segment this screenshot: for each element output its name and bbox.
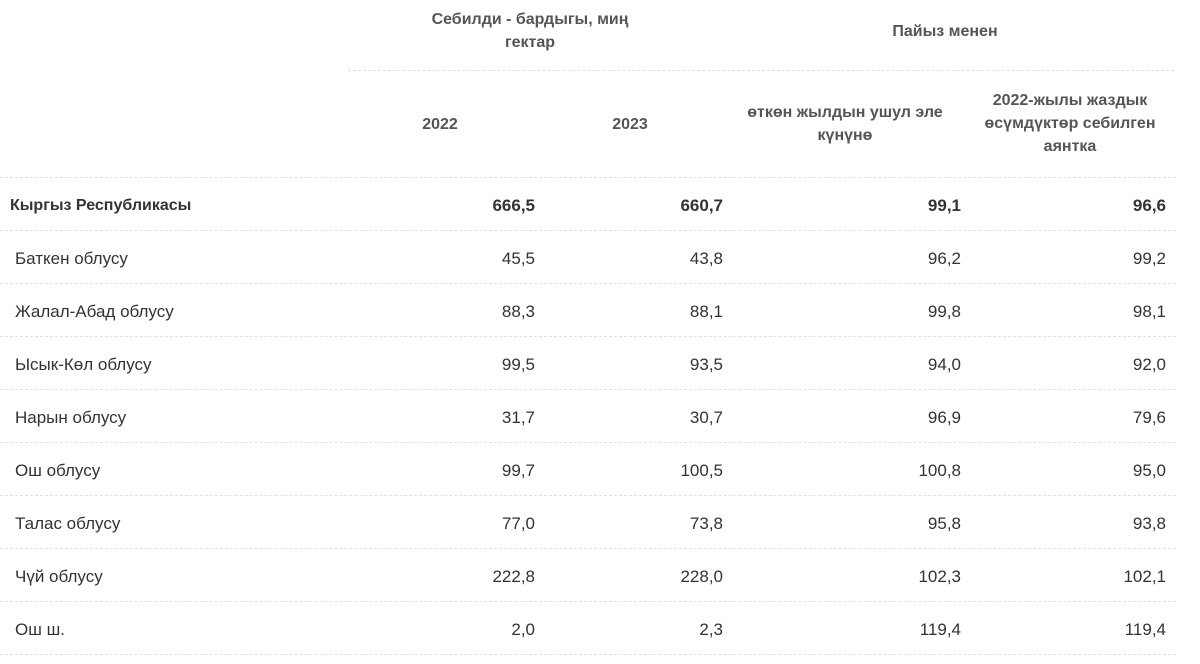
cell-v2023: 228,0 xyxy=(680,567,723,586)
cell-spring: 93,8 xyxy=(1132,514,1166,533)
header-col-2023: 2023 xyxy=(612,116,648,133)
row-divider xyxy=(0,654,1176,655)
cell-v2022: 2,0 xyxy=(511,620,535,639)
cell-v2022: 77,0 xyxy=(501,514,535,533)
cell-v2022: 666,5 xyxy=(492,196,535,215)
header-col-2022: 2022 xyxy=(422,116,458,133)
cell-v2023: 2,3 xyxy=(699,620,723,639)
cell-prev: 94,0 xyxy=(927,355,961,374)
header-group-divider xyxy=(348,70,1174,71)
cell-spring: 102,1 xyxy=(1123,567,1166,586)
row-divider xyxy=(0,336,1176,337)
cell-prev: 102,3 xyxy=(918,567,961,586)
region-label: Кыргыз Республикасы xyxy=(10,197,192,214)
cell-v2022: 99,5 xyxy=(501,355,535,374)
cell-spring: 95,0 xyxy=(1132,461,1166,480)
region-label: Ош ш. xyxy=(15,620,65,639)
cell-prev: 95,8 xyxy=(927,514,961,533)
cell-prev: 99,1 xyxy=(927,196,961,215)
header-divider xyxy=(0,177,1176,178)
cell-spring: 96,6 xyxy=(1132,196,1166,215)
cell-spring: 98,1 xyxy=(1132,302,1166,321)
cell-v2022: 31,7 xyxy=(501,408,535,427)
cell-v2023: 100,5 xyxy=(680,461,723,480)
cell-v2023: 30,7 xyxy=(689,408,723,427)
row-divider xyxy=(0,442,1176,443)
header-col-spring-area: 2022-жылы жаздык өсүмдүктөр себилген аян… xyxy=(984,92,1156,155)
cell-prev: 96,9 xyxy=(927,408,961,427)
cell-spring: 119,4 xyxy=(1124,620,1166,639)
cell-prev: 100,8 xyxy=(918,461,961,480)
region-label: Ысык-Көл облусу xyxy=(15,355,152,374)
cell-spring: 92,0 xyxy=(1132,355,1166,374)
row-divider xyxy=(0,230,1176,231)
row-divider xyxy=(0,601,1176,602)
cell-v2022: 45,5 xyxy=(501,249,535,268)
cell-spring: 79,6 xyxy=(1132,408,1166,427)
cell-v2023: 88,1 xyxy=(689,302,723,321)
region-label: Жалал-Абад облусу xyxy=(15,302,174,321)
header-col-prev-year: өткөн жылдын ушул эле күнүнө xyxy=(747,104,943,144)
row-divider xyxy=(0,548,1176,549)
cell-prev: 99,8 xyxy=(927,302,961,321)
header-area-group: Себилди - бардыгы, миң гектар xyxy=(431,11,629,51)
region-label: Баткен облусу xyxy=(15,249,128,268)
cell-v2023: 93,5 xyxy=(689,355,723,374)
region-label: Чүй облусу xyxy=(15,567,103,586)
region-label: Нарын облусу xyxy=(15,408,127,427)
row-divider xyxy=(0,495,1176,496)
cell-v2022: 99,7 xyxy=(501,461,535,480)
row-divider xyxy=(0,283,1176,284)
cell-spring: 99,2 xyxy=(1132,249,1166,268)
cell-v2022: 222,8 xyxy=(492,567,535,586)
cell-v2023: 43,8 xyxy=(689,249,723,268)
cell-v2023: 73,8 xyxy=(689,514,723,533)
header-percent-group: Пайыз менен xyxy=(892,23,998,40)
cell-prev: 119,4 xyxy=(919,620,961,639)
cell-prev: 96,2 xyxy=(927,249,961,268)
cell-v2022: 88,3 xyxy=(501,302,535,321)
cell-v2023: 660,7 xyxy=(680,196,723,215)
region-label: Ош облусу xyxy=(15,461,101,480)
region-label: Талас облусу xyxy=(15,514,121,533)
row-divider xyxy=(0,389,1176,390)
